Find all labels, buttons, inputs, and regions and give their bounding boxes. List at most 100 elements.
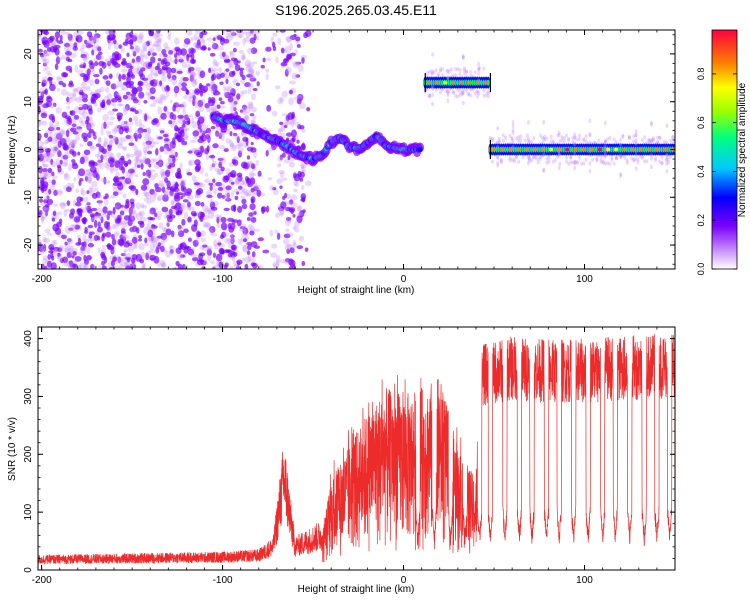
- spectrogram-cell: [205, 106, 211, 113]
- spectrogram-cell: [49, 45, 56, 53]
- spectrogram-cell: [206, 145, 210, 153]
- spectrogram-cell: [78, 108, 86, 116]
- spectrogram-cell: [202, 38, 206, 46]
- spectrogram-cell: [184, 191, 192, 196]
- spectrogram-cell: [621, 134, 625, 139]
- spectrogram-cell: [247, 244, 252, 251]
- spectrogram-cell: [132, 115, 139, 122]
- spectrogram-cell: [139, 54, 145, 61]
- spectrogram-cell: [654, 147, 660, 152]
- spectrogram-cell: [122, 146, 127, 152]
- spectrogram-cell: [116, 112, 124, 118]
- spectrogram-cell: [64, 42, 71, 48]
- spectrogram-cell: [272, 186, 277, 191]
- spectrogram-cell: [186, 195, 194, 200]
- spectrogram-cell: [241, 198, 247, 204]
- spectrogram-cell: [66, 252, 73, 259]
- spectrogram-cell: [267, 147, 274, 152]
- spectrogram-cell: [96, 207, 104, 213]
- spectrogram-cell: [52, 146, 60, 154]
- spectrogram-cell: [51, 255, 55, 261]
- spectrogram-cell: [80, 53, 87, 59]
- spectrogram-cell: [511, 139, 515, 144]
- spectrogram-cell: [83, 149, 91, 156]
- spectrogram-cell: [532, 155, 536, 160]
- spectrogram-cell: [71, 182, 75, 188]
- spectrogram-cell: [285, 66, 292, 74]
- spectrogram-cell: [460, 91, 464, 96]
- spectrogram-cell: [238, 141, 246, 147]
- spectrogram-cell: [614, 155, 618, 160]
- spectrogram-cell: [250, 141, 254, 146]
- spectrogram-cell: [285, 132, 293, 137]
- spectrogram-cell: [131, 225, 138, 233]
- spectrogram-cell: [145, 171, 152, 178]
- spectrogram-cell: [42, 62, 47, 67]
- spectrogram-cell: [118, 157, 125, 166]
- spectrogram-cell: [49, 183, 56, 191]
- x-tick-label: 100: [576, 274, 593, 285]
- spectrogram-cell: [627, 135, 631, 140]
- spectrogram-cell: [161, 48, 167, 55]
- spectrogram-cell: [72, 199, 77, 207]
- spectrogram-cell: [249, 230, 255, 236]
- spectrogram-cell: [460, 90, 464, 95]
- spectrogram-cell: [660, 161, 664, 165]
- spectrogram-cell: [120, 226, 126, 230]
- spectrogram-cell: [643, 159, 647, 164]
- spectrogram-cell: [279, 96, 284, 103]
- spectrogram-cell: [237, 260, 241, 266]
- spectrogram-cell: [232, 204, 237, 213]
- spectrogram-cell: [284, 119, 289, 126]
- spectrogram-cell: [208, 96, 212, 104]
- spectrogram-cell: [236, 219, 242, 227]
- spectrogram-cell: [73, 177, 77, 182]
- spectrogram-cell: [299, 177, 304, 182]
- spectrogram-cell: [223, 85, 227, 91]
- spectrogram-cell: [279, 30, 286, 33]
- spectrogram-cell: [447, 89, 451, 94]
- spectrogram-cell: [78, 180, 82, 186]
- spectrogram-cell: [162, 236, 168, 243]
- spectrogram-cell: [133, 151, 137, 156]
- spectrogram-cell: [64, 226, 72, 234]
- spectrogram-cell: [68, 43, 74, 48]
- spectrogram-cell: [94, 78, 100, 85]
- spectrogram-cell: [510, 158, 514, 163]
- spectrogram-cell: [156, 210, 162, 218]
- spectrogram-cell: [60, 55, 68, 60]
- spectrogram-cell: [157, 159, 164, 168]
- spectrogram-cell: [180, 48, 187, 56]
- spectrogram-cell: [147, 229, 154, 238]
- spectrogram-cell: [145, 140, 152, 145]
- spectrogram-cell: [67, 247, 74, 252]
- spectrogram-cell: [146, 116, 152, 120]
- spectrogram-cell: [214, 243, 219, 251]
- spectrogram-cell: [149, 158, 155, 163]
- y-tick-label: 0: [23, 567, 34, 573]
- spectrogram-cell: [98, 214, 104, 220]
- spectrogram-cell: [469, 93, 473, 98]
- spectrogram-cell: [98, 264, 102, 269]
- spectrogram-cell: [160, 59, 166, 65]
- spectrogram-cell: [571, 135, 575, 140]
- spectrogram-cell: [477, 67, 481, 73]
- spectrogram-cell: [153, 69, 159, 77]
- spectrogram-cell: [281, 90, 288, 98]
- spectrogram-cell: [65, 65, 73, 71]
- spectrogram-cell: [157, 58, 162, 62]
- spectrogram-cell: [491, 159, 495, 164]
- spectrogram-cell: [47, 73, 52, 77]
- spectrogram-cell: [511, 120, 515, 125]
- spectrogram-cell: [153, 256, 160, 264]
- spectrogram-cell: [172, 104, 176, 112]
- spectrogram-cell: [247, 62, 255, 68]
- spectrogram-cell: [53, 124, 57, 132]
- spectrogram-cell: [285, 120, 292, 126]
- spectrogram-cell: [511, 130, 515, 135]
- spectrogram-cell: [76, 86, 83, 94]
- spectrogram-cell: [73, 114, 80, 120]
- spectrogram-cell: [129, 121, 134, 126]
- spectrogram-cell: [235, 265, 241, 269]
- spectrogram-cell: [475, 80, 480, 85]
